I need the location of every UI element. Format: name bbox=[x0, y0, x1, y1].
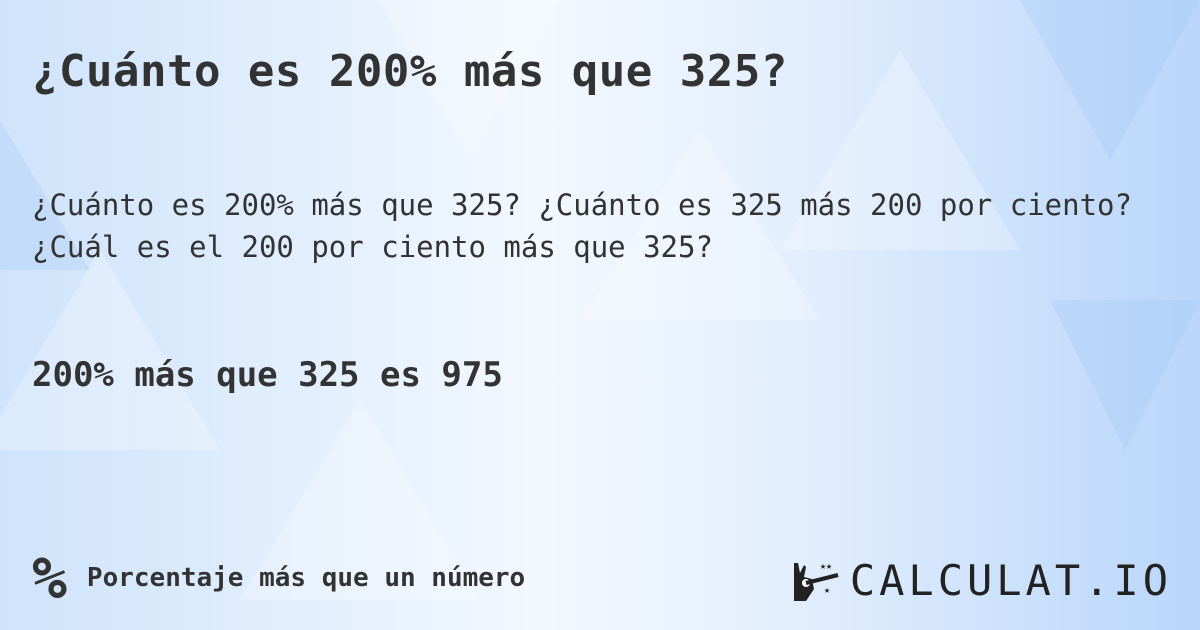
category-label: Porcentaje más que un número bbox=[86, 563, 526, 593]
percent-icon: % bbox=[32, 544, 67, 612]
logo-text: CALCULAT.IO bbox=[849, 556, 1172, 605]
svg-text:★★: ★★ bbox=[820, 561, 832, 572]
magic-hand-wand-icon: ★★ ★ bbox=[793, 561, 839, 601]
category-footer: % Porcentaje más que un número bbox=[32, 544, 526, 612]
calculatio-logo[interactable]: ★★ ★ CALCULAT.IO bbox=[790, 556, 1172, 605]
answer-text: 200% más que 325 es 975 bbox=[32, 355, 503, 395]
svg-text:★: ★ bbox=[824, 585, 830, 596]
question-description: ¿Cuánto es 200% más que 325? ¿Cuánto es … bbox=[32, 188, 1132, 264]
page-title: ¿Cuánto es 200% más que 325? bbox=[32, 46, 788, 97]
